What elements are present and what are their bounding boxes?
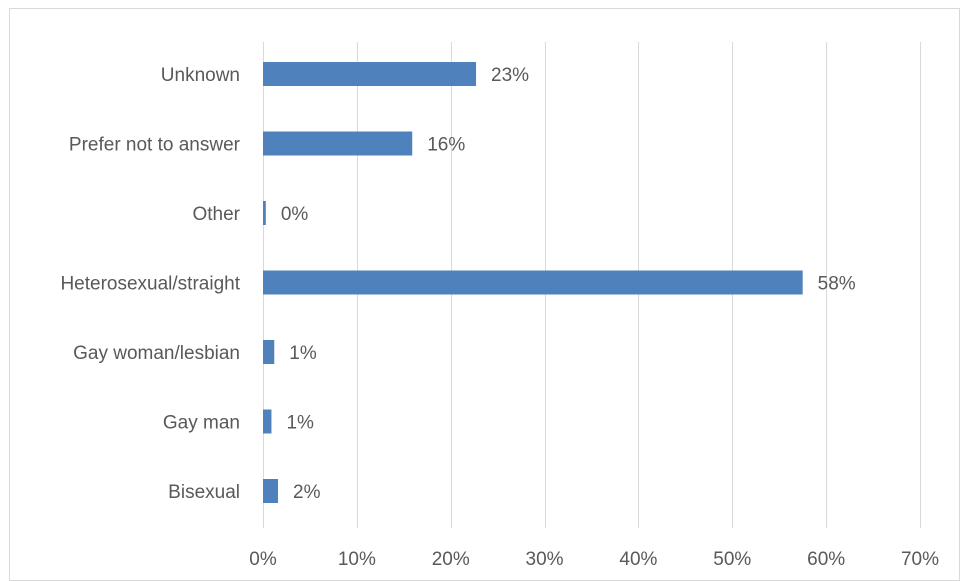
bar-gay-man	[263, 409, 272, 434]
x-tick-label-1: 10%	[338, 549, 376, 570]
data-label-0: 23%	[491, 65, 529, 86]
data-label-1: 16%	[427, 135, 465, 156]
bar-bisexual	[263, 479, 279, 503]
x-tick-label-5: 50%	[713, 549, 751, 570]
category-label-5: Gay man	[163, 413, 240, 434]
bar-heterosexual-straight	[263, 270, 803, 295]
x-tick-label-4: 40%	[619, 549, 657, 570]
data-label-2: 0%	[281, 204, 309, 225]
category-label-4: Gay woman/lesbian	[73, 343, 240, 364]
x-tick-label-6: 60%	[807, 549, 845, 570]
data-label-3: 58%	[818, 274, 856, 295]
x-tick-label-0: 0%	[249, 549, 277, 570]
bar-other	[263, 201, 266, 225]
x-tick-label-3: 30%	[526, 549, 564, 570]
category-label-6: Bisexual	[168, 482, 240, 503]
bar-unknown	[263, 62, 477, 86]
bar-prefer-not-to-answer	[263, 131, 413, 156]
data-label-4: 1%	[289, 343, 317, 364]
bar-gay-woman-lesbian	[263, 340, 275, 364]
category-label-3: Heterosexual/straight	[60, 274, 240, 295]
category-label-0: Unknown	[161, 65, 240, 86]
x-tick-label-2: 20%	[432, 549, 470, 570]
x-tick-label-7: 70%	[901, 549, 939, 570]
data-label-6: 2%	[293, 482, 321, 503]
data-label-5: 1%	[286, 413, 314, 434]
category-label-2: Other	[192, 204, 240, 225]
category-label-1: Prefer not to answer	[69, 135, 241, 156]
